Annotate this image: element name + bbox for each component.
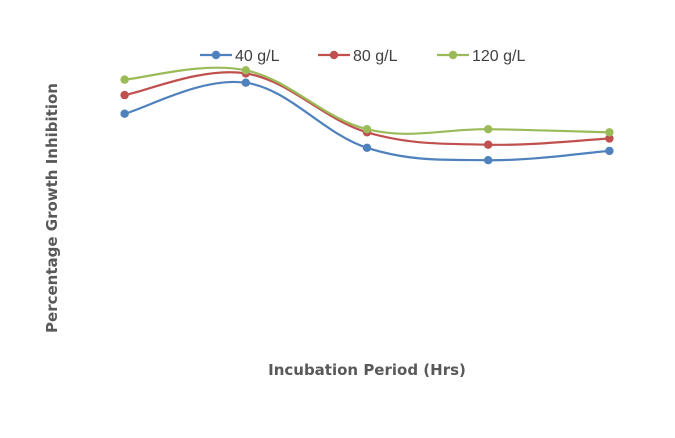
data-point [605,134,614,143]
data-point [241,66,250,75]
data-point [605,146,614,156]
legend-entry: 40 g/L [200,48,280,65]
plot-area [120,66,614,165]
legend-entry: 120 g/L [437,48,525,65]
data-point [362,143,372,152]
series-line [124,66,610,135]
data-point [120,90,129,100]
data-point [241,78,250,87]
data-point [484,125,493,134]
x-axis-title: Incubation Period (Hrs) [268,361,466,379]
y-axis-title: Percentage Growth Inhibition [43,83,61,333]
series-2 [120,69,614,149]
legend-marker-icon [211,50,221,60]
data-point [120,109,129,118]
data-point [605,128,614,137]
data-point [120,75,129,84]
data-point [362,125,372,134]
series-3 [120,66,614,137]
series-1 [120,78,614,165]
legend-entry: 80 g/L [318,48,398,65]
data-point [484,156,493,165]
legend-label: 120 g/L [472,48,525,65]
legend-marker-icon [448,50,458,60]
legend-label: 40 g/L [235,48,280,65]
legend: 40 g/L 80 g/L 120 g/L [200,48,525,65]
legend-label: 80 g/L [353,48,398,65]
legend-marker-icon [329,50,339,60]
data-point [484,140,493,149]
